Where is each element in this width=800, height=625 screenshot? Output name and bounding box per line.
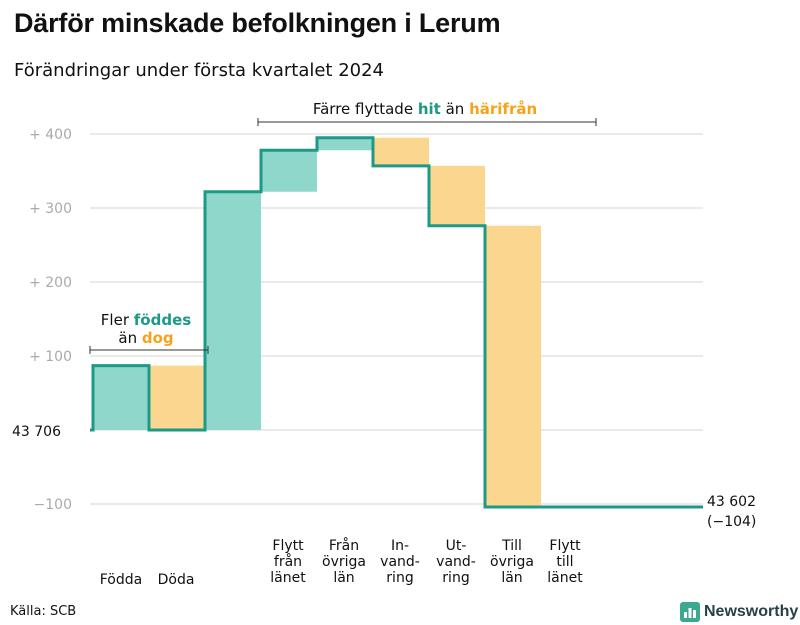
waterfall-bar [429,165,485,226]
category-label-line: län [501,570,522,586]
category-label: Födda [100,572,142,588]
chart-title: Därför minskade befolkningen i Lerum [14,8,501,38]
y-tick-label: −100 [34,497,72,513]
running-total-path [90,136,703,509]
category-label-line: från [274,553,302,570]
source-note: Källa: SCB [10,604,77,619]
category-label-line: Från [329,537,359,554]
category-label-line: till [556,554,573,570]
category-label: Till övriga län [490,538,534,586]
end-change-label: (−104) [707,514,756,530]
births-annotation-text: Fler [101,311,134,329]
category-label: Flytt från länet [270,538,306,586]
births-annotation-line1: Fler föddes [101,311,191,329]
category-label-line: ring [386,570,413,586]
category-label-line: Ut- [446,538,467,554]
waterfall-bar [261,150,317,192]
category-label-line: vand- [380,554,420,570]
category-label: Flytt till länet [547,538,583,586]
moves-annotation-text: Färre flyttade [313,100,418,118]
start-value-label: 43 706 [12,424,61,440]
waterfall-bar [149,365,205,430]
category-label-line: länet [547,570,583,586]
category-label-line: vand- [436,554,476,570]
newsworthy-logo-icon [680,602,700,622]
bars [93,137,541,507]
category-label-line: Födda [100,572,142,588]
births-annotation-text: än [118,329,141,347]
moves-annotation-text: än [441,100,469,118]
category-label-line: Till [501,538,522,554]
brand-name: Newsworthy [704,603,799,620]
category-label-line: Flytt [549,538,581,554]
category-label: Ut-vand-ring [436,538,476,586]
births-annotation-line2: än dog [118,329,173,347]
waterfall-bar [93,365,149,430]
category-label-line: In- [391,538,409,554]
category-label: In-vand-ring [380,538,420,586]
y-tick-label: + 400 [29,127,72,143]
category-label-line: länet [270,570,306,586]
category-label-line: Döda [158,572,195,588]
category-label-line: Flytt [272,538,304,554]
waterfall-bar [485,225,541,507]
end-value-label: 43 602 [707,494,756,510]
y-tick-label: + 200 [29,275,72,291]
y-tick-label: + 100 [29,349,72,365]
category-label-line: län [333,570,354,586]
y-tick-label: + 300 [29,201,72,217]
births-annotation-born: föddes [134,311,191,329]
waterfall-bar [373,137,429,166]
brand-logo[interactable]: Newsworthy [680,602,798,622]
births-annotation-died: dog [142,329,174,347]
running-total-line [90,136,703,509]
category-label-line: övriga [322,554,366,570]
waterfall-bar [205,191,261,430]
category-label-line: övriga [490,554,534,570]
moves-annotation-harifran: härifrån [469,100,537,118]
category-label: Döda [158,572,195,588]
category-label: Från övriga län [322,537,366,586]
category-label-line: ring [442,570,469,586]
waterfall-bar [317,137,373,151]
moves-annotation-hit: hit [418,100,441,118]
moves-annotation: Färre flyttade hit än härifrån [313,100,537,118]
chart-subtitle: Förändringar under första kvartalet 2024 [14,60,385,81]
